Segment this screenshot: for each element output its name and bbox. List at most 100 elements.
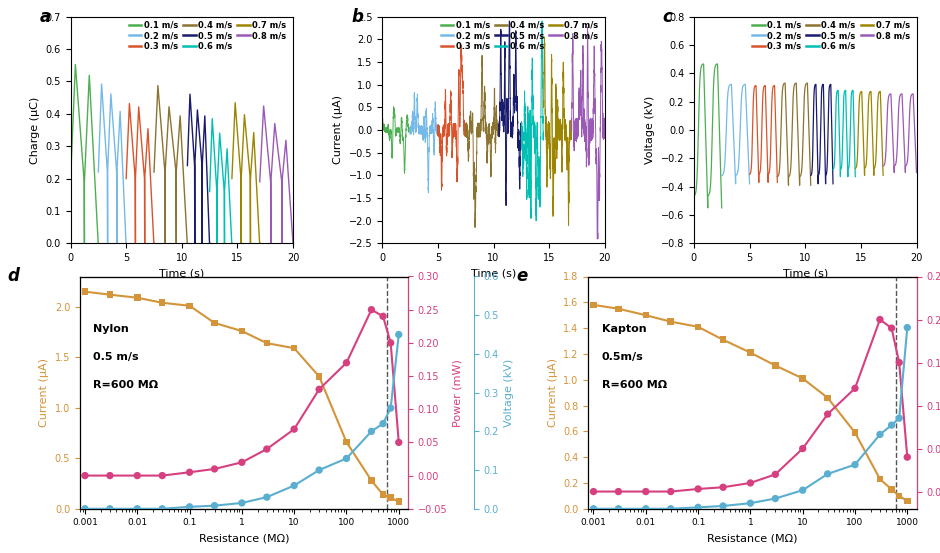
Point (820, 393, 835, 402)
Point (259, 445, 274, 453)
Point (664, 317, 679, 326)
Point (102, 504, 118, 513)
Point (375, 312, 390, 321)
Point (768, 494, 783, 503)
Point (102, 290, 118, 299)
Point (820, 410, 835, 419)
Text: Kapton: Kapton (602, 324, 646, 334)
Point (820, 469, 835, 478)
Point (586, 300, 601, 309)
Point (259, 339, 274, 348)
Text: b: b (351, 8, 363, 25)
Point (130, 293, 145, 302)
Point (259, 493, 274, 502)
Point (691, 322, 706, 331)
Point (586, 504, 601, 513)
Y-axis label: Voltage (kV): Voltage (kV) (645, 96, 655, 164)
Point (900, 497, 915, 505)
Point (638, 311, 653, 320)
Point (768, 361, 783, 370)
Point (130, 471, 145, 480)
Point (848, 384, 863, 393)
Point (391, 438, 406, 447)
Point (155, 504, 170, 513)
Point (364, 305, 379, 314)
Point (339, 454, 354, 463)
Point (311, 466, 326, 474)
Point (900, 453, 915, 462)
Text: 0.5 m/s: 0.5 m/s (93, 352, 138, 362)
Point (287, 481, 302, 490)
Point (182, 502, 197, 511)
X-axis label: Time (s): Time (s) (471, 269, 516, 279)
Point (872, 315, 887, 324)
Point (768, 470, 783, 479)
Text: R=600 MΩ: R=600 MΩ (93, 380, 158, 390)
Text: 0.5m/s: 0.5m/s (602, 352, 643, 362)
Y-axis label: Power (mW): Power (mW) (453, 359, 462, 426)
Point (743, 499, 758, 508)
Point (664, 487, 679, 496)
Point (234, 499, 249, 508)
Y-axis label: Current (μA): Current (μA) (334, 96, 343, 164)
Point (691, 503, 706, 512)
Point (848, 460, 863, 469)
Point (872, 430, 887, 439)
Point (638, 504, 653, 513)
Point (884, 485, 899, 494)
Point (715, 483, 730, 492)
Point (77, 471, 92, 480)
Point (311, 372, 326, 381)
Legend: 0.1 m/s, 0.2 m/s, 0.3 m/s, 0.4 m/s, 0.5 m/s, 0.6 m/s, 0.7 m/s, 0.8 m/s: 0.1 m/s, 0.2 m/s, 0.3 m/s, 0.4 m/s, 0.5 … (438, 18, 601, 53)
Text: c: c (663, 8, 673, 25)
Point (872, 474, 887, 483)
Point (364, 427, 379, 436)
Text: e: e (516, 267, 527, 285)
Text: d: d (8, 267, 20, 285)
Point (311, 385, 326, 394)
Point (234, 327, 249, 336)
Point (611, 304, 626, 313)
Point (384, 338, 399, 347)
Point (207, 501, 222, 510)
Point (795, 374, 810, 383)
Point (207, 319, 222, 327)
Point (884, 324, 899, 332)
X-axis label: Time (s): Time (s) (159, 269, 204, 279)
Point (375, 419, 390, 428)
Point (130, 504, 145, 513)
X-axis label: Time (s): Time (s) (783, 269, 828, 279)
Point (795, 444, 810, 453)
Point (743, 478, 758, 487)
Point (691, 484, 706, 493)
Point (586, 487, 601, 496)
Point (287, 344, 302, 353)
Point (287, 425, 302, 434)
X-axis label: Resistance (MΩ): Resistance (MΩ) (707, 533, 798, 543)
Point (900, 323, 915, 332)
Point (664, 504, 679, 513)
Point (892, 492, 907, 500)
Point (102, 471, 118, 480)
Legend: 0.1 m/s, 0.2 m/s, 0.3 m/s, 0.4 m/s, 0.5 m/s, 0.6 m/s, 0.7 m/s, 0.8 m/s: 0.1 m/s, 0.2 m/s, 0.3 m/s, 0.4 m/s, 0.5 … (750, 18, 913, 53)
Text: Nylon: Nylon (93, 324, 129, 334)
Point (182, 301, 197, 310)
Y-axis label: Current (μA): Current (μA) (39, 358, 49, 427)
Point (234, 458, 249, 467)
Point (384, 493, 399, 502)
Point (638, 487, 653, 496)
Point (391, 330, 406, 339)
Point (715, 502, 730, 510)
Y-axis label: Charge (μC): Charge (μC) (30, 96, 39, 164)
Point (182, 468, 197, 477)
Point (743, 348, 758, 357)
Y-axis label: Current (μA): Current (μA) (548, 358, 557, 427)
Legend: 0.1 m/s, 0.2 m/s, 0.3 m/s, 0.4 m/s, 0.5 m/s, 0.6 m/s, 0.7 m/s, 0.8 m/s: 0.1 m/s, 0.2 m/s, 0.3 m/s, 0.4 m/s, 0.5 … (126, 18, 289, 53)
Text: a: a (39, 8, 51, 25)
Point (611, 487, 626, 496)
Point (375, 490, 390, 499)
Point (611, 504, 626, 513)
Text: R=600 MΩ: R=600 MΩ (602, 380, 666, 390)
X-axis label: Resistance (MΩ): Resistance (MΩ) (198, 533, 290, 543)
Point (339, 358, 354, 367)
